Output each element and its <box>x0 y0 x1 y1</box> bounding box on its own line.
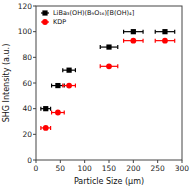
y-tick-label: 80 <box>22 53 32 62</box>
y-axis-label: SHG Intensity (a.u.) <box>2 44 11 123</box>
error-cap <box>174 30 175 34</box>
point <box>66 68 71 73</box>
error-cap <box>62 68 63 72</box>
x-tick <box>84 160 85 163</box>
y-tick-label: 100 <box>18 27 33 36</box>
x-tick <box>182 160 183 163</box>
legend-swatch <box>42 10 47 15</box>
point <box>55 110 61 116</box>
x-tick-label: 0 <box>34 164 39 173</box>
x-error-bar <box>63 84 76 88</box>
x-tick-label: 100 <box>78 164 93 173</box>
error-cap <box>40 107 41 111</box>
y-tick <box>33 108 36 109</box>
error-cap <box>62 84 63 88</box>
y-tick-label: 60 <box>22 79 32 88</box>
plot-frame <box>36 6 182 160</box>
x-error-bar <box>155 30 174 34</box>
x-error-bar <box>52 84 65 88</box>
point <box>66 83 72 89</box>
chart: 0 50 100 150 200 250 300 0 20 40 60 80 100 120 Particl… <box>0 0 191 189</box>
x-tick <box>109 160 110 163</box>
x-error-bar <box>155 39 174 43</box>
series <box>41 29 175 111</box>
x-tick <box>157 160 158 163</box>
error-cap <box>100 45 101 49</box>
y-tick-label: 0 <box>27 156 32 165</box>
x-tick-label: 50 <box>56 164 66 173</box>
legend-item: KDP <box>41 18 66 26</box>
x-tick-label: 300 <box>175 164 190 173</box>
x-error-bar <box>124 30 143 34</box>
y-tick-label: 20 <box>22 130 32 139</box>
y-tick <box>33 160 36 161</box>
error-cap <box>50 107 51 111</box>
x-error-bar <box>41 126 51 130</box>
x-tick-label: 250 <box>151 164 166 173</box>
point <box>162 29 167 34</box>
error-cap <box>123 39 124 43</box>
error-cap <box>40 126 41 130</box>
legend-label: KDP <box>53 18 66 26</box>
point <box>130 38 136 44</box>
y-tick-label: 120 <box>18 2 33 11</box>
error-cap <box>50 126 51 130</box>
point <box>55 83 60 88</box>
x-error-bar <box>52 111 65 115</box>
x-tick-label: 200 <box>126 164 141 173</box>
error-cap <box>142 30 143 34</box>
legend-item: LiBa₃(OH)(B₉O₁₆)[B(OH)₄] <box>41 9 134 17</box>
y-tick <box>33 6 36 7</box>
legend: LiBa₃(OH)(B₉O₁₆)[B(OH)₄]KDP <box>41 9 134 26</box>
x-tick <box>133 160 134 163</box>
error-cap <box>100 64 101 68</box>
x-error-bar <box>63 68 76 72</box>
error-cap <box>75 84 76 88</box>
y-tick <box>33 57 36 58</box>
x-error-bar <box>124 39 143 43</box>
marks <box>41 29 175 131</box>
error-cap <box>155 30 156 34</box>
point <box>162 38 168 44</box>
y-tick-label: 40 <box>22 104 32 113</box>
error-cap <box>174 39 175 43</box>
y-tick <box>33 31 36 32</box>
legend-swatch <box>42 19 48 25</box>
error-cap <box>64 111 65 115</box>
x-error-bar <box>100 45 118 49</box>
error-cap <box>155 39 156 43</box>
x-tick <box>60 160 61 163</box>
point <box>106 44 111 49</box>
x-tick-label: 150 <box>102 164 117 173</box>
x-error-bar <box>41 107 51 111</box>
error-cap <box>75 68 76 72</box>
error-cap <box>51 111 52 115</box>
y-tick <box>33 83 36 84</box>
error-cap <box>51 84 52 88</box>
point <box>131 29 136 34</box>
error-cap <box>117 64 118 68</box>
point <box>43 106 48 111</box>
y-tick <box>33 134 36 135</box>
error-cap <box>117 45 118 49</box>
x-error-bar <box>100 64 118 68</box>
error-cap <box>142 39 143 43</box>
point <box>106 63 112 69</box>
series <box>41 38 175 131</box>
point <box>43 125 49 131</box>
legend-label: LiBa₃(OH)(B₉O₁₆)[B(OH)₄] <box>53 9 134 17</box>
x-axis-label: Particle Size (μm) <box>74 177 144 186</box>
error-cap <box>123 30 124 34</box>
